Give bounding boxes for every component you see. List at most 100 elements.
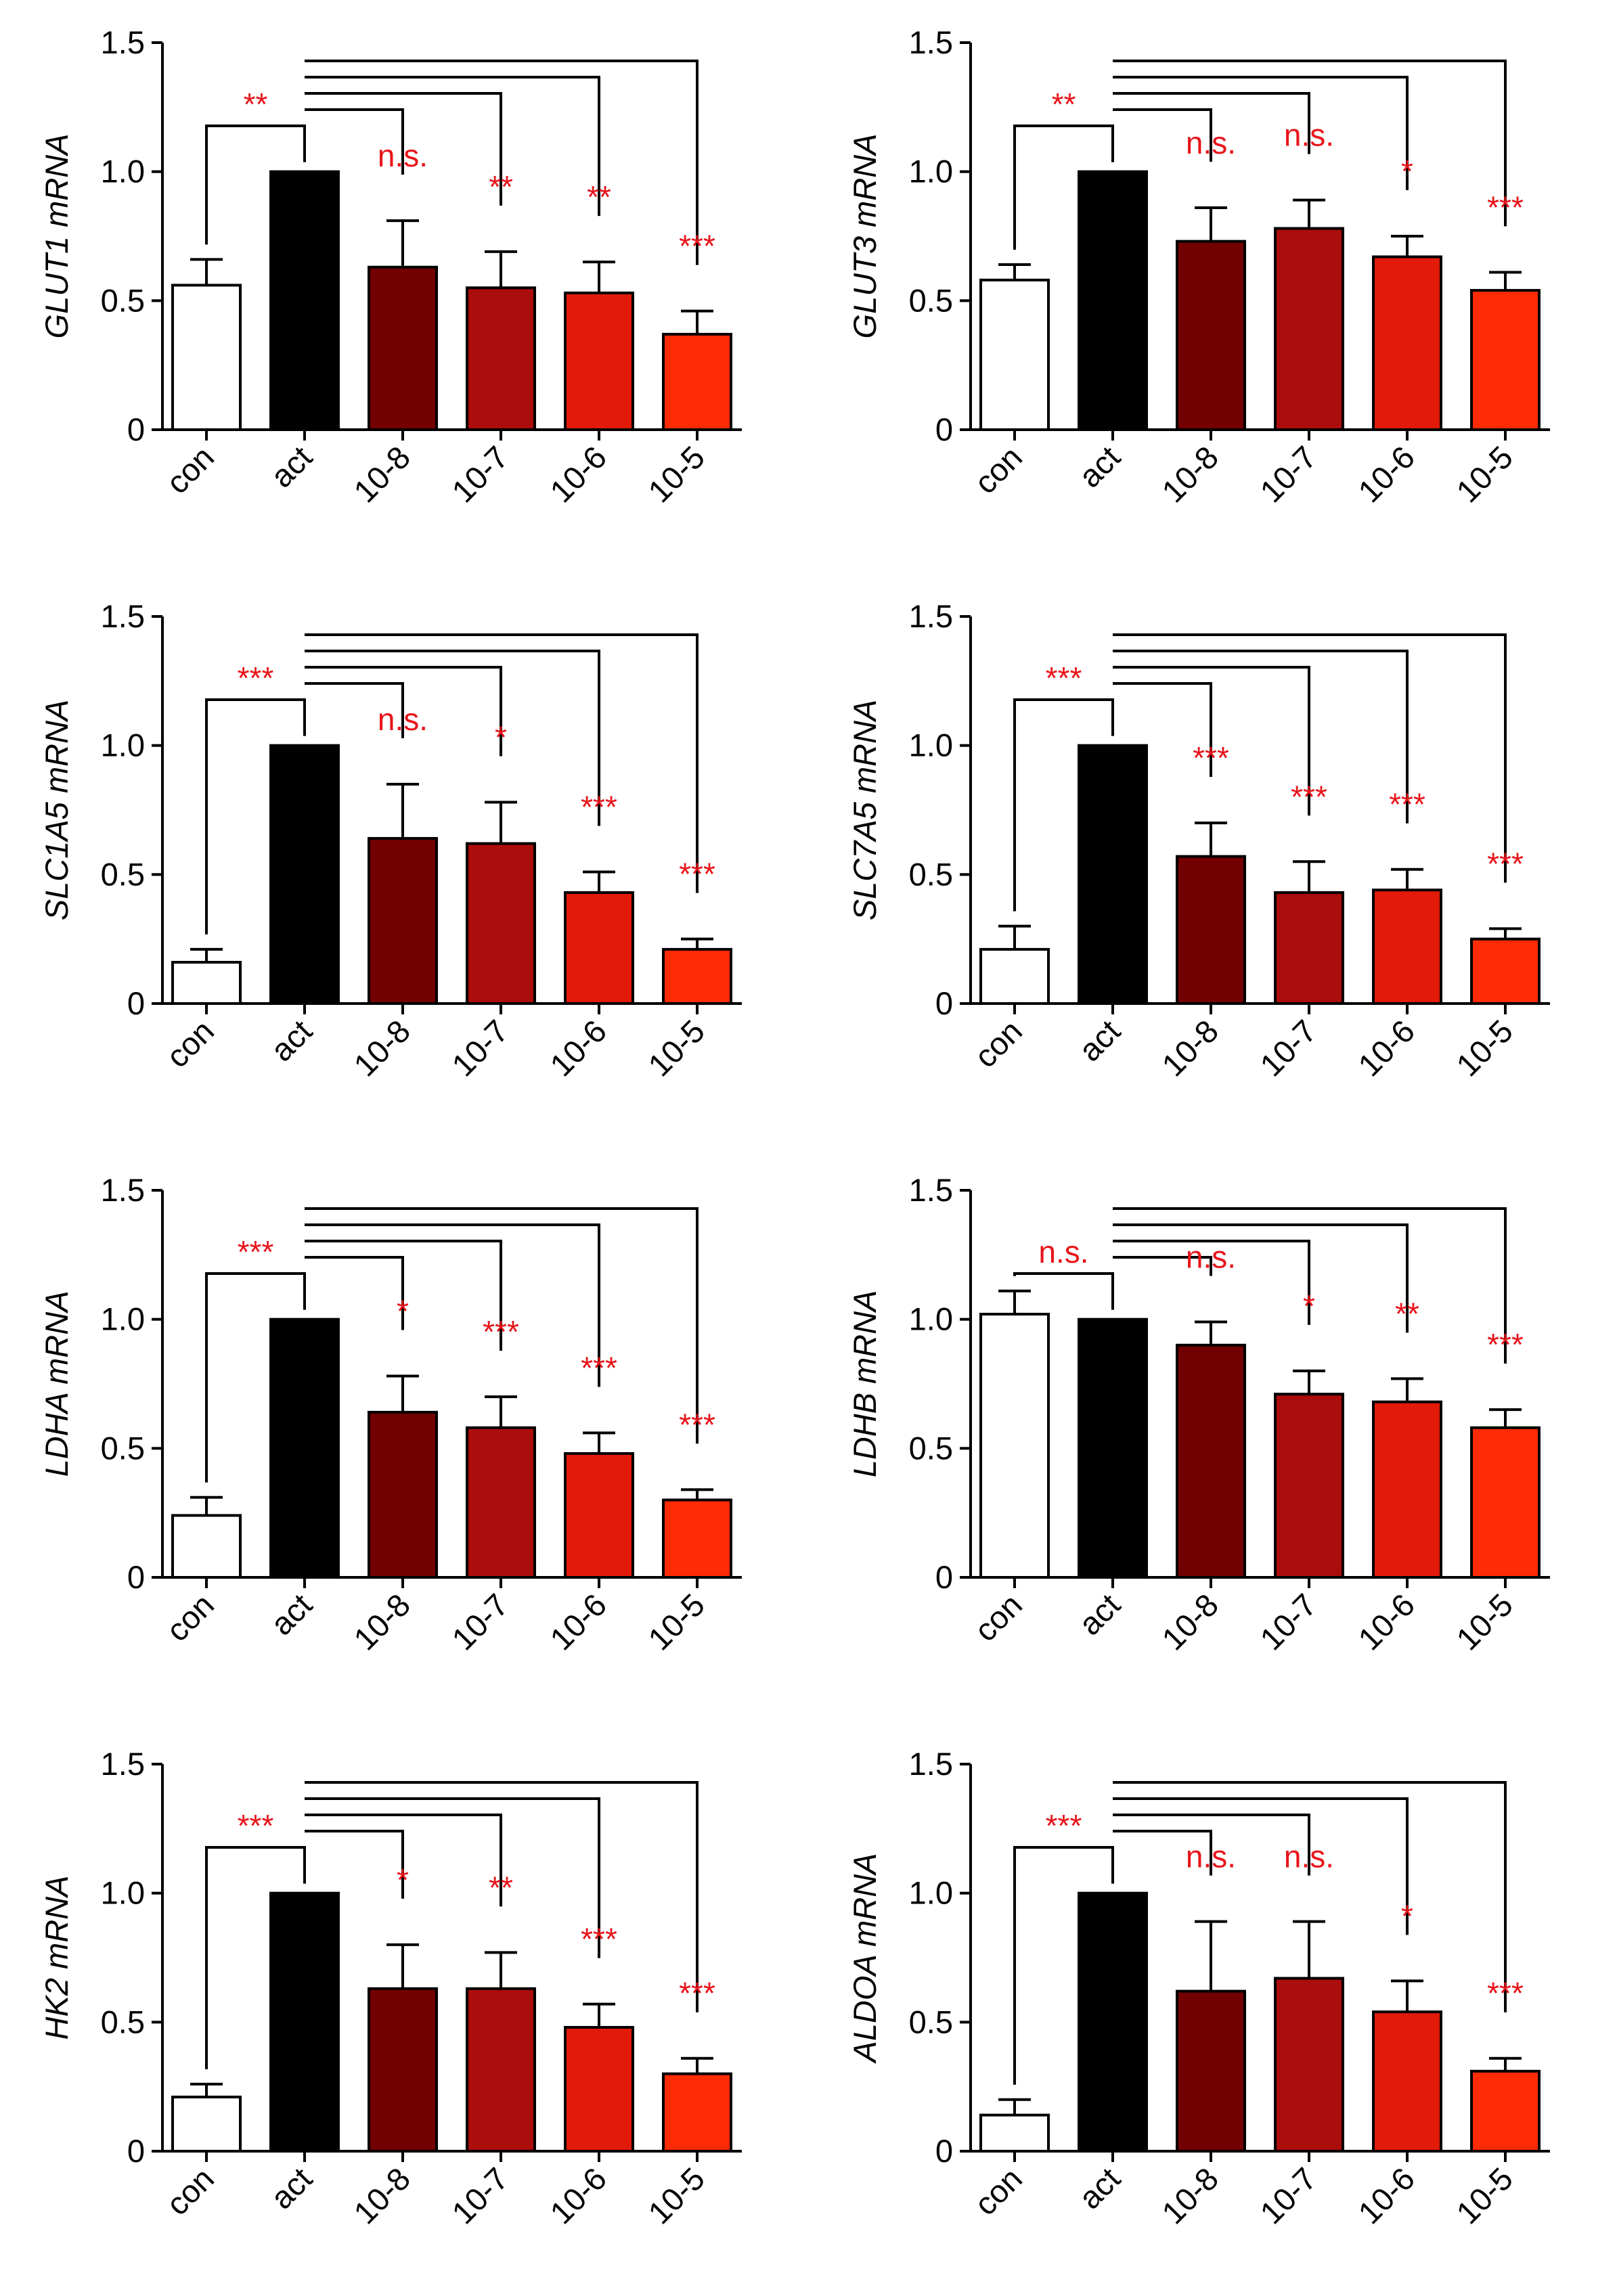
significance-label: ** xyxy=(1052,87,1076,122)
y-tick-label: 1.5 xyxy=(101,1172,145,1208)
significance-bracket xyxy=(305,1223,600,1387)
y-tick-label: 1.5 xyxy=(101,1746,145,1782)
significance-bracket xyxy=(1013,1272,1114,1310)
significance-label: ** xyxy=(489,1870,513,1905)
significance-bracket xyxy=(205,1846,306,2069)
x-tick-label-10-8: 10-8 xyxy=(1155,1587,1225,1657)
x-tick-label-con: con xyxy=(967,1013,1029,1075)
bar-10-8 xyxy=(368,836,438,1005)
significance-label: *** xyxy=(1487,1327,1524,1362)
slc7a5-chart-panel: 0 0.5 1.0 1.5 SLC7A5 mRNA con act 10-8 10-7 10-6 1… xyxy=(808,574,1616,1148)
significance-bracket xyxy=(305,108,404,175)
y-tick-label: 0.5 xyxy=(909,2004,953,2040)
x-tick-label-10-6: 10-6 xyxy=(1351,439,1421,510)
y-tick-label: 0 xyxy=(127,411,145,447)
x-tick-label-act: act xyxy=(263,439,319,495)
significance-bracket xyxy=(305,1814,502,1907)
significance-bracket xyxy=(1113,1240,1310,1325)
glut3-chart-panel: 0 0.5 1.0 1.5 GLUT3 mRNA con act 10-8 10-7 10-6 10… xyxy=(808,0,1616,574)
significance-bracket xyxy=(1113,108,1212,162)
significance-label: *** xyxy=(1046,660,1082,696)
x-tick-label-10-7: 10-7 xyxy=(445,2161,515,2231)
significance-bracket xyxy=(1113,92,1310,154)
significance-label: n.s. xyxy=(1284,1839,1334,1874)
x-tick-label-10-5: 10-5 xyxy=(641,1013,711,1083)
glut1-chart-panel: 0 0.5 1.0 1.5 GLUT1 mRNA con act 10-8 10-7 10-6 10… xyxy=(0,0,808,574)
significance-label: *** xyxy=(1046,1808,1082,1843)
significance-bracket xyxy=(305,1781,699,2012)
bar-10-7 xyxy=(466,1426,536,1579)
y-axis-label: LDHA mRNA xyxy=(39,1290,74,1477)
slc1a5-chart-panel: 0 0.5 1.0 1.5 SLC1A5 mRNA con act 10-8 10-7 10-6 1… xyxy=(0,574,808,1148)
bar-10-8 xyxy=(368,1410,438,1579)
y-axis-label: GLUT1 mRNA xyxy=(39,134,74,339)
hk2-chart: 0 0.5 1.0 1.5 HK2 mRNA con act 10-8 10-7 10-6 10-5… xyxy=(39,1746,742,2231)
bar-con xyxy=(979,278,1050,431)
significance-label: *** xyxy=(679,857,715,892)
significance-bracket xyxy=(1113,666,1310,816)
significance-label: *** xyxy=(679,1976,715,2011)
bar-10-5 xyxy=(662,2072,732,2153)
x-tick-label-con: con xyxy=(159,1587,221,1648)
significance-label: *** xyxy=(1487,1976,1524,2011)
y-tick-label: 0 xyxy=(935,1559,953,1595)
y-tick-label: 1.0 xyxy=(101,154,145,189)
y-tick-label: 0.5 xyxy=(909,856,953,892)
slc7a5-chart: 0 0.5 1.0 1.5 SLC7A5 mRNA con act 10-8 10-7 10-6 1… xyxy=(847,598,1550,1083)
x-tick-label-con: con xyxy=(967,2161,1029,2222)
x-tick-label-act: act xyxy=(263,1013,319,1068)
significance-bracket xyxy=(305,92,502,206)
significance-label: *** xyxy=(581,790,617,825)
x-tick-label-10-6: 10-6 xyxy=(543,1587,613,1657)
significance-bracket xyxy=(1113,1256,1212,1276)
significance-bracket xyxy=(1013,125,1114,250)
significance-bracket xyxy=(1113,633,1507,883)
x-tick-label-10-7: 10-7 xyxy=(1253,439,1323,510)
significance-label: *** xyxy=(238,1234,274,1269)
y-tick-label: 0 xyxy=(127,2133,145,2169)
y-tick-label: 1.5 xyxy=(909,1746,953,1782)
significance-label: n.s. xyxy=(378,138,428,173)
significance-label: ** xyxy=(489,169,513,204)
x-tick-label-10-6: 10-6 xyxy=(1351,2161,1421,2231)
significance-bracket xyxy=(305,682,404,738)
significance-bracket xyxy=(305,1797,600,1958)
significance-bracket xyxy=(305,666,502,757)
x-tick-label-10-7: 10-7 xyxy=(445,439,515,510)
x-tick-label-10-6: 10-6 xyxy=(543,1013,613,1083)
significance-bracket xyxy=(305,1207,699,1444)
y-tick-label: 1.5 xyxy=(909,24,953,60)
bar-10-8 xyxy=(1176,855,1246,1006)
significance-bracket xyxy=(1113,1781,1507,2012)
bar-10-6 xyxy=(1372,255,1442,431)
ldha-chart-panel: 0 0.5 1.0 1.5 LDHA mRNA con act 10-8 10-7 10-6 10-… xyxy=(0,1148,808,1721)
bar-10-8 xyxy=(1176,240,1246,431)
significance-label: *** xyxy=(483,1314,519,1349)
x-tick-label-act: act xyxy=(1071,2161,1127,2216)
significance-label: n.s. xyxy=(1186,1239,1236,1274)
significance-label: *** xyxy=(581,1350,617,1385)
bar-con xyxy=(171,960,242,1006)
bar-10-5 xyxy=(1470,1426,1541,1579)
significance-label: n.s. xyxy=(378,702,428,737)
bar-10-5 xyxy=(1470,937,1541,1006)
bar-act xyxy=(1078,1318,1148,1579)
y-tick-label: 0.5 xyxy=(101,856,145,892)
ldhb-chart-panel: 0 0.5 1.0 1.5 LDHB mRNA con act 10-8 10-7 10-6 10-… xyxy=(808,1148,1616,1721)
y-tick-label: 1.5 xyxy=(909,1172,953,1208)
x-tick-label-con: con xyxy=(159,1013,221,1075)
x-tick-label-10-6: 10-6 xyxy=(1351,1587,1421,1657)
y-axis-label: ALDOA mRNA xyxy=(847,1853,883,2064)
x-tick-label-10-7: 10-7 xyxy=(445,1587,515,1657)
y-tick-label: 0 xyxy=(935,985,953,1021)
bar-10-5 xyxy=(1470,289,1541,431)
significance-bracket xyxy=(305,633,699,893)
bar-10-6 xyxy=(564,291,634,432)
bar-10-7 xyxy=(466,842,536,1005)
y-axis-label: SLC7A5 mRNA xyxy=(847,700,883,921)
bar-act xyxy=(1078,744,1148,1006)
significance-bracket xyxy=(205,125,306,245)
x-tick-label-10-6: 10-6 xyxy=(543,439,613,510)
x-tick-label-10-5: 10-5 xyxy=(1449,439,1520,510)
